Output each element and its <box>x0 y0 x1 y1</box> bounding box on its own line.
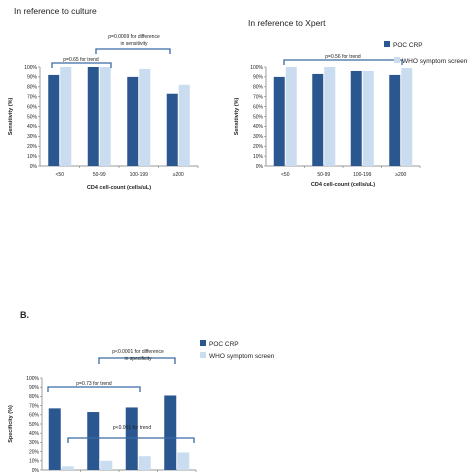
bar-who-symptom-screen-4 <box>177 452 190 470</box>
bar-poc-crp-2 <box>312 73 324 166</box>
y-tick-label: 60% <box>253 104 264 110</box>
y-tick-label: 30% <box>27 134 38 140</box>
difference-bracket <box>95 48 171 54</box>
legend-label-who: WHO symptom screen <box>209 353 275 360</box>
bar-poc-crp-3 <box>350 70 362 166</box>
y-tick-label: 30% <box>253 134 264 140</box>
annotation-difference: p<0.0001 for difference <box>112 349 164 355</box>
annotation-trend-who: p<0.001 for trend <box>113 425 151 431</box>
bar-poc-crp-1 <box>273 76 285 166</box>
trend-bracket <box>283 59 403 65</box>
y-tick-label: 50% <box>253 114 264 120</box>
x-tick-label: 100-199 <box>353 172 372 178</box>
bar-poc-crp-3 <box>127 76 139 166</box>
y-tick-label: 10% <box>29 459 40 465</box>
annotation-trend: p=0.73 for trend <box>76 381 112 387</box>
y-tick-label: 40% <box>29 431 40 437</box>
bar-poc-crp-1 <box>48 408 61 470</box>
y-axis-label: Specificity (%) <box>8 405 14 443</box>
x-axis-label: CD4 cell-count (cells/uL) <box>87 185 151 191</box>
bar-poc-crp-4 <box>166 93 178 166</box>
y-tick-label: 100% <box>24 65 37 71</box>
difference-bracket <box>98 357 176 364</box>
bar-who-symptom-screen-1 <box>60 67 72 166</box>
annotation-difference-2: in specificity <box>125 356 152 362</box>
trend-bracket-who <box>67 437 195 443</box>
bar-who-symptom-screen-2 <box>100 460 113 470</box>
bar-who-symptom-screen-3 <box>139 68 151 166</box>
x-tick-label: ≥200 <box>173 172 184 178</box>
y-tick-label: 70% <box>27 95 38 101</box>
y-tick-label: 80% <box>253 85 264 91</box>
bar-who-symptom-screen-4 <box>178 84 190 166</box>
y-tick-label: 0% <box>30 164 38 170</box>
annotation-trend: p=0.65 for trend <box>63 57 99 63</box>
legend-swatch-poc-crp <box>384 41 390 47</box>
y-tick-label: 0% <box>256 164 264 170</box>
bar-poc-crp-2 <box>87 67 99 166</box>
y-tick-label: 40% <box>253 124 264 130</box>
bar-who-symptom-screen-1 <box>61 466 74 470</box>
y-tick-label: 20% <box>253 144 264 150</box>
bar-who-symptom-screen-3 <box>138 456 151 470</box>
bar-poc-crp-2 <box>87 412 100 470</box>
y-tick-label: 20% <box>27 144 38 150</box>
y-tick-label: 80% <box>29 394 40 400</box>
y-tick-label: 100% <box>250 65 263 71</box>
y-tick-label: 50% <box>29 422 40 428</box>
trend-bracket <box>47 386 141 392</box>
y-tick-label: 0% <box>32 468 40 474</box>
y-axis-label: Sensitivity (%) <box>234 98 240 136</box>
bar-who-symptom-screen-2 <box>324 67 336 166</box>
annotation-trend: p=0.56 for trend <box>325 54 361 60</box>
bar-who-symptom-screen-3 <box>362 70 374 166</box>
bar-poc-crp-3 <box>125 407 138 470</box>
section-label: B. <box>20 310 29 320</box>
bar-poc-crp-4 <box>164 395 177 470</box>
legend-label-poc-crp: POC CRP <box>393 42 423 49</box>
y-tick-label: 100% <box>26 376 39 382</box>
y-tick-label: 90% <box>27 75 38 81</box>
x-tick-label: <50 <box>281 172 290 178</box>
x-tick-label: <50 <box>56 172 65 178</box>
bar-poc-crp-1 <box>48 74 60 166</box>
y-tick-label: 40% <box>27 124 38 130</box>
bar-who-symptom-screen-1 <box>285 67 297 166</box>
y-tick-label: 70% <box>253 95 264 101</box>
x-tick-label: ≥200 <box>395 172 406 178</box>
legend-swatch-who <box>200 352 206 358</box>
legend-label-who: WHO symptom screen <box>402 58 468 65</box>
annotation-difference-2: in sensitivity <box>121 41 148 47</box>
bar-who-symptom-screen-2 <box>99 67 111 166</box>
x-tick-label: 50-99 <box>93 172 106 178</box>
trend-bracket <box>51 62 112 68</box>
x-axis-label: CD4 cell-count (cells/uL) <box>311 182 375 188</box>
legend-label-poc-crp: POC CRP <box>209 341 239 348</box>
chart-title: In reference to Xpert <box>248 18 326 28</box>
bar-poc-crp-4 <box>389 74 401 166</box>
annotation-difference: p=0.0009 for difference <box>108 34 160 40</box>
y-tick-label: 60% <box>27 104 38 110</box>
legend-swatch-who <box>394 57 400 63</box>
x-tick-label: 50-99 <box>317 172 330 178</box>
y-tick-label: 20% <box>29 449 40 455</box>
y-tick-label: 10% <box>27 154 38 160</box>
y-tick-label: 80% <box>27 85 38 91</box>
y-tick-label: 90% <box>29 385 40 391</box>
y-tick-label: 70% <box>29 403 40 409</box>
y-tick-label: 10% <box>253 154 264 160</box>
bar-who-symptom-screen-4 <box>401 67 413 166</box>
y-tick-label: 60% <box>29 413 40 419</box>
legend-swatch-poc-crp <box>200 340 206 346</box>
y-tick-label: 50% <box>27 114 38 120</box>
y-tick-label: 30% <box>29 440 40 446</box>
y-axis-label: Sensitivity (%) <box>8 98 14 136</box>
x-tick-label: 100-199 <box>130 172 149 178</box>
chart-title: In reference to culture <box>14 6 97 16</box>
y-tick-label: 90% <box>253 75 264 81</box>
